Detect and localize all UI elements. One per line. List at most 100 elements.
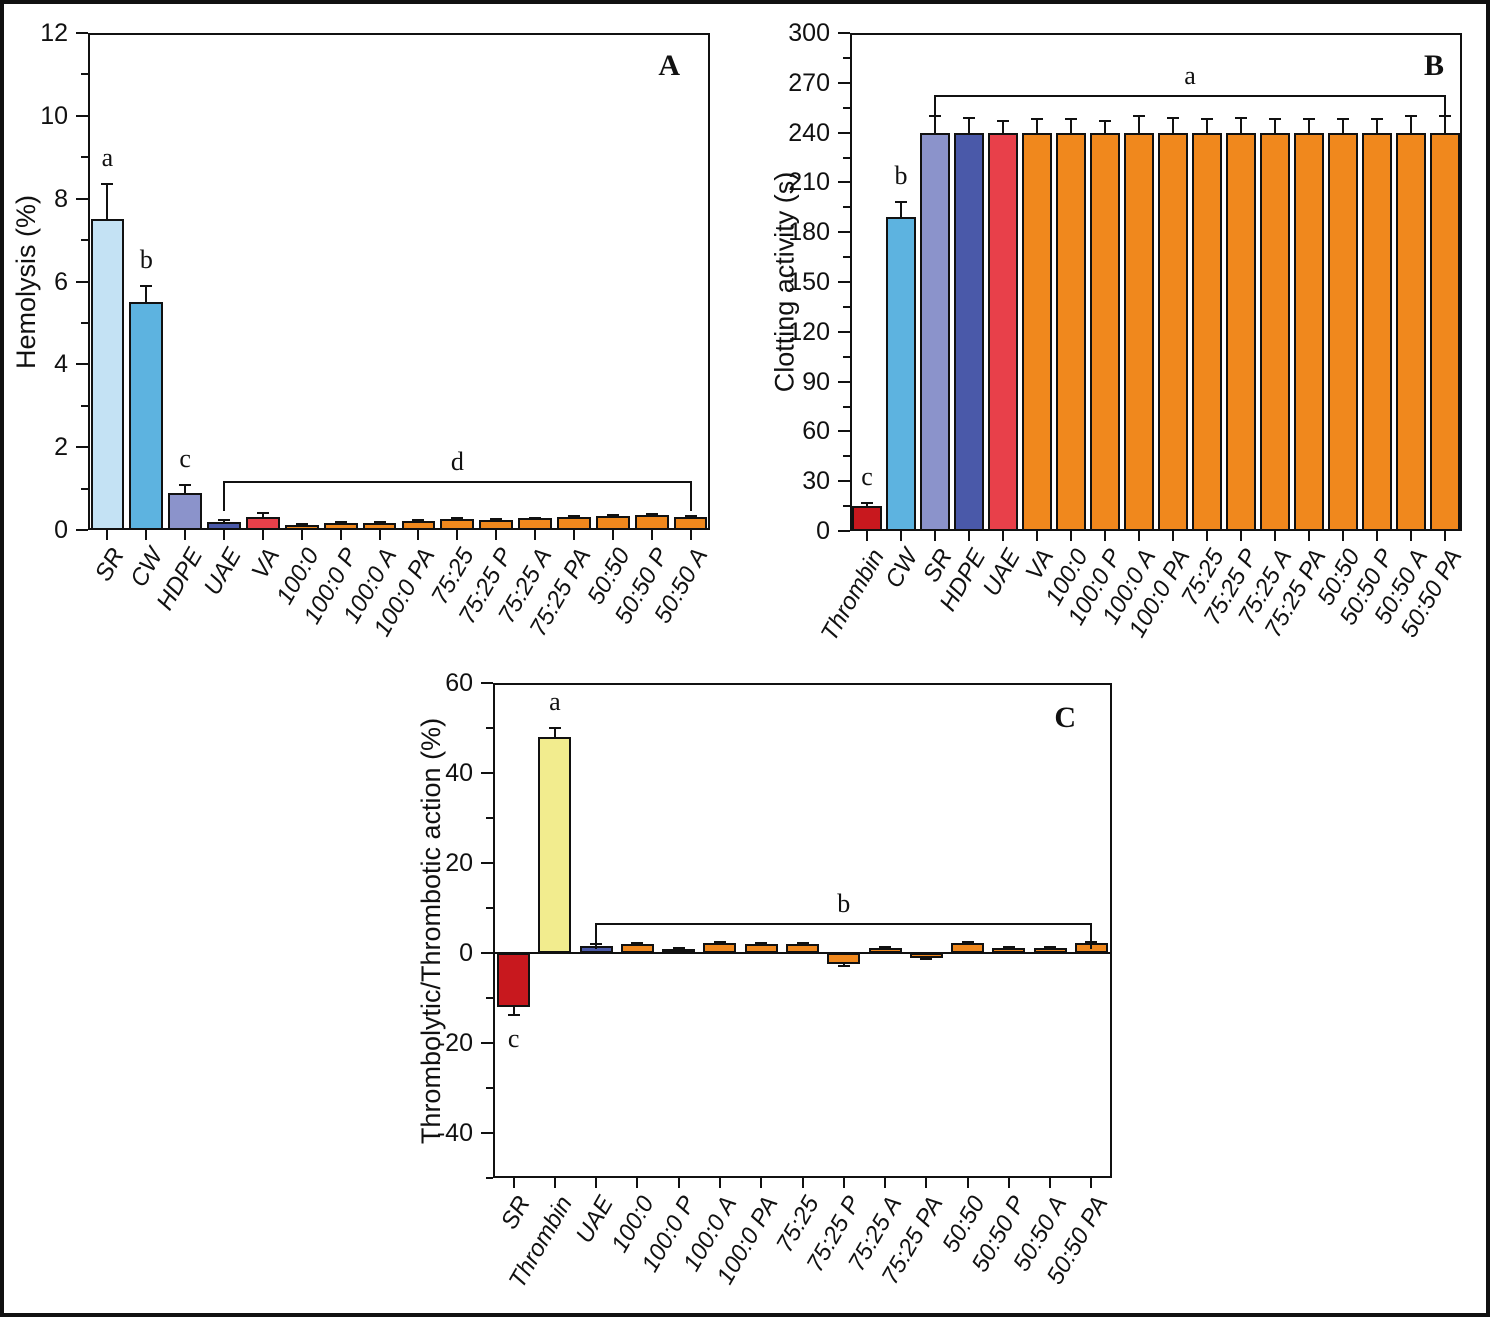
error-bar-cap-HDPE	[179, 484, 192, 487]
y-tick-label: 0	[816, 517, 830, 545]
y-tick-label: 0	[459, 939, 473, 967]
error-bar-cap-Thrombin	[548, 727, 561, 729]
x-category-label-UAE: UAE	[198, 543, 247, 600]
error-bar-Thrombin	[553, 728, 556, 737]
plot-area-c	[493, 683, 1112, 1178]
bar-75:25 A	[868, 947, 902, 953]
error-bar-cap-75:25 P	[1235, 116, 1247, 119]
x-tick-100:0 A	[378, 530, 381, 540]
y-tick-label: 60	[445, 669, 473, 697]
y-tick-major	[838, 530, 850, 532]
panel-a-hemolysis: Hemolysis (%) A 0 2 4 6 8 10 12 SR CW HDPE UAE VA 10…	[11, 19, 713, 641]
error-bar-50:50 P	[1376, 119, 1378, 133]
error-bar-cap-100:0 PA	[412, 519, 425, 522]
bar-Thrombin	[538, 737, 572, 953]
error-bar-cap-75:25 A	[879, 945, 892, 948]
y-tick-minor	[486, 997, 493, 999]
y-tick-minor	[81, 404, 88, 407]
y-tick-label: -20	[436, 1029, 473, 1057]
x-tick-50:50	[611, 530, 614, 540]
error-bar-cap-100:0	[1065, 118, 1077, 121]
bracket-end-left	[595, 922, 598, 949]
plot-area-a	[88, 33, 710, 530]
y-tick-label: 2	[54, 433, 68, 462]
error-bar-cap-CW	[140, 284, 153, 287]
bar-50:50 P	[1362, 132, 1392, 531]
y-tick-major	[76, 114, 88, 117]
x-tick-SR	[106, 530, 109, 540]
y-tick-major	[838, 231, 850, 234]
panel-b-clotting-activity: Clotting activity (s) B 0 30 60 90 120 150 180…	[769, 19, 1468, 646]
error-bar-HDPE	[184, 485, 187, 493]
bar-75:25	[785, 944, 819, 953]
bar-CW	[129, 302, 164, 530]
bar-75:25 P	[1226, 132, 1256, 531]
y-tick-major	[481, 1132, 493, 1134]
x-tick-50:50 A	[1049, 1178, 1052, 1188]
error-bar-50:50	[1342, 119, 1344, 133]
x-tick-VA	[1036, 531, 1038, 541]
bar-100:0 P	[323, 522, 358, 530]
y-tick-label: 60	[802, 417, 830, 446]
x-tick-CW	[145, 530, 148, 540]
x-tick-50:50 PA	[1444, 531, 1446, 541]
significance-bracket	[596, 922, 1092, 925]
bar-50:50	[595, 515, 630, 530]
y-tick-major	[838, 480, 850, 483]
y-tick-minor	[81, 73, 88, 76]
y-tick-minor	[486, 1087, 493, 1089]
error-bar-cap-75:25 PA	[1303, 118, 1315, 121]
bar-VA	[246, 516, 280, 530]
x-tick-UAE	[595, 1178, 598, 1188]
error-bar-cap-100:0 P	[334, 521, 347, 524]
x-tick-VA	[261, 530, 264, 540]
significance-letter-Thrombin: a	[549, 687, 561, 716]
y-tick-label: 30	[802, 467, 830, 496]
x-tick-75:25 PA	[572, 530, 575, 540]
bar-50:50 P	[992, 947, 1026, 953]
error-bar-50:50 PA	[1444, 116, 1446, 133]
bar-SR	[920, 132, 950, 531]
y-tick-label: 180	[788, 218, 830, 247]
error-bar-VA	[1036, 119, 1038, 133]
error-bar-100:0	[1070, 119, 1072, 133]
error-bar-SR	[512, 1007, 515, 1016]
error-bar-cap-75:25	[1201, 118, 1213, 121]
error-bar-UAE	[1002, 120, 1004, 133]
y-tick-minor	[843, 56, 850, 59]
x-tick-75:25 P	[495, 530, 498, 540]
error-bar-cap-SR	[101, 183, 114, 186]
error-bar-cap-75:25 A	[529, 516, 542, 519]
y-tick-minor	[843, 405, 850, 408]
y-tick-major	[838, 330, 850, 333]
y-tick-label: 210	[788, 168, 830, 197]
bracket-end-right	[689, 481, 692, 512]
x-tick-100:0 A	[718, 1178, 721, 1188]
y-tick-label: 6	[54, 267, 68, 296]
x-tick-HDPE	[184, 530, 187, 540]
error-bar-cap-50:50	[606, 514, 619, 517]
y-tick-major	[481, 682, 493, 684]
y-tick-minor	[81, 156, 88, 159]
bar-UAE	[988, 132, 1018, 531]
y-tick-minor	[843, 106, 850, 109]
y-tick-label: 40	[445, 759, 473, 787]
x-tick-50:50 P	[1007, 1178, 1010, 1188]
error-bar-cap-75:25 PA	[567, 515, 580, 518]
error-bar-cap-75:25 P	[490, 518, 503, 521]
bar-50:50 A	[673, 517, 708, 530]
bracket-label: a	[1184, 61, 1196, 91]
error-bar-cap-100:0 A	[713, 940, 726, 943]
error-bar-75:25 PA	[1308, 119, 1310, 133]
y-tick-minor	[843, 505, 850, 508]
error-bar-VA	[261, 513, 264, 517]
y-tick-major	[838, 380, 850, 383]
bar-50:50 A	[1396, 132, 1426, 531]
error-bar-cap-50:50 P	[1371, 118, 1383, 121]
y-tick-label: -40	[436, 1119, 473, 1147]
x-tick-75:25	[801, 1178, 804, 1188]
bracket-label: b	[837, 888, 851, 918]
error-bar-75:25 P	[1240, 117, 1242, 133]
panel-c-thrombolytic-action: Thrombolytic/Thrombotic action (%) C -40…	[416, 669, 1114, 1293]
